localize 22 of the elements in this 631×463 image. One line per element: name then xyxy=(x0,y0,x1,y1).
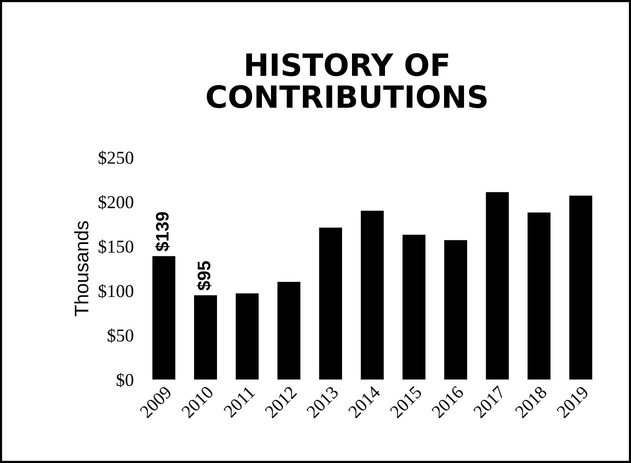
data-label: $95 xyxy=(196,261,212,291)
y-tick-label: $0 xyxy=(116,372,134,388)
x-tick-label: 2011 xyxy=(223,386,256,418)
bar xyxy=(194,295,217,380)
bar xyxy=(236,293,259,380)
bar xyxy=(486,192,509,380)
data-label: $139 xyxy=(155,212,170,252)
y-tick-label: $200 xyxy=(98,195,134,210)
bar xyxy=(277,282,300,380)
bar xyxy=(360,210,384,380)
bar xyxy=(402,234,426,380)
bar xyxy=(444,240,468,380)
chart-title: HISTORY OF CONTRIBUTIONS xyxy=(206,53,487,108)
bar xyxy=(152,256,176,380)
bar xyxy=(528,212,551,380)
y-tick-label: $150 xyxy=(98,240,134,254)
bar xyxy=(569,196,592,380)
bar xyxy=(319,228,342,380)
y-axis-title: Thousands xyxy=(74,221,88,316)
y-tick-label: $50 xyxy=(108,328,134,343)
y-tick-label: $100 xyxy=(98,284,134,298)
y-tick-label: $250 xyxy=(98,150,134,166)
